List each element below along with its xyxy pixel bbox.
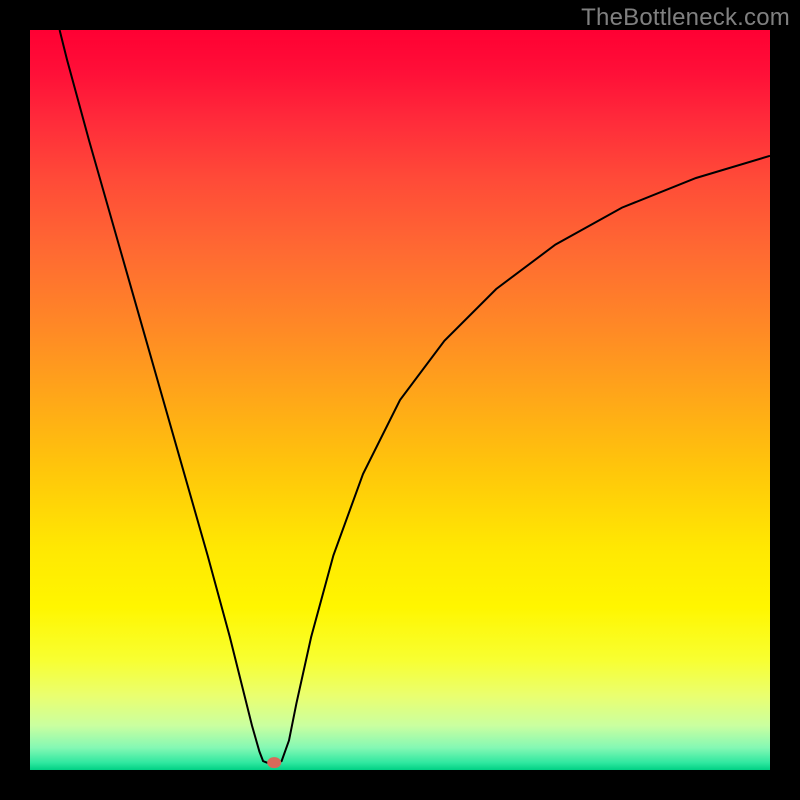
- watermark-text: TheBottleneck.com: [581, 4, 790, 32]
- chart-svg: [0, 0, 800, 800]
- chart-container: TheBottleneck.com: [0, 0, 800, 800]
- minimum-marker: [267, 757, 281, 768]
